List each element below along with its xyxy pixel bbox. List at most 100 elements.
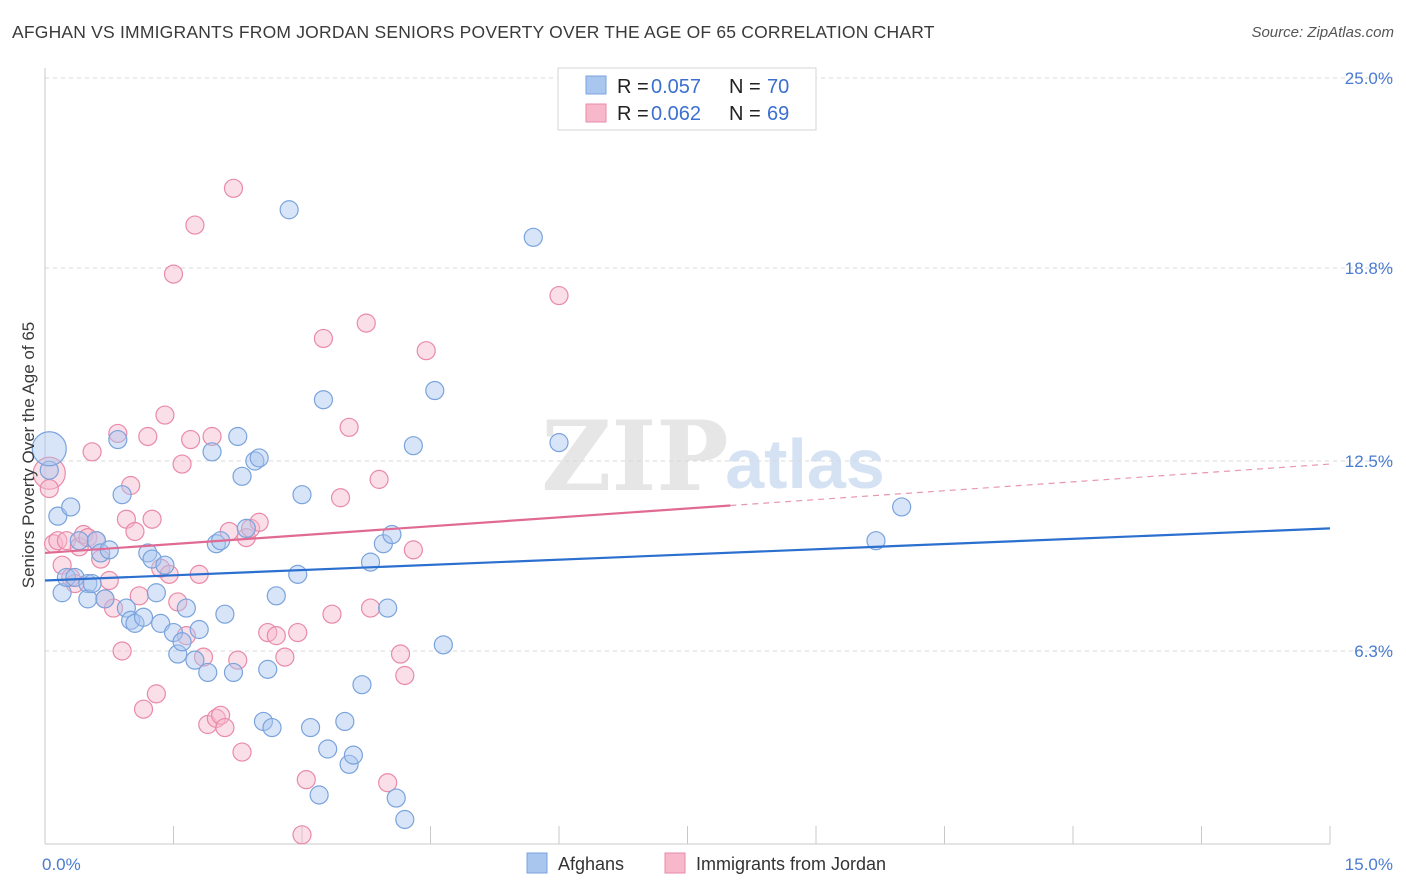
- point-jordan-46: [232, 742, 252, 762]
- point-jordan-56: [313, 328, 334, 349]
- legend-r-label-2: R =: [617, 103, 649, 125]
- point-afghans-46: [266, 586, 286, 606]
- point-afghans-27: [168, 644, 188, 664]
- point-jordan-55: [296, 770, 316, 790]
- point-afghans-3: [52, 583, 72, 603]
- point-jordan-60: [356, 313, 376, 333]
- point-jordan-21: [125, 521, 145, 542]
- point-jordan-63: [378, 773, 398, 793]
- point-jordan-34: [181, 429, 201, 450]
- point-afghans-65: [425, 380, 445, 401]
- point-jordan-26: [146, 684, 166, 704]
- point-jordan-67: [416, 341, 436, 361]
- point-afghans-31: [189, 619, 209, 640]
- point-afghans-39: [232, 466, 252, 486]
- point-afghans-53: [318, 739, 338, 759]
- gridlines: [45, 77, 1395, 652]
- point-afghans-50: [300, 717, 321, 738]
- point-afghans-68: [549, 433, 569, 453]
- point-jordan-35: [185, 215, 205, 235]
- point-afghans-66: [433, 635, 453, 655]
- point-jordan-17: [108, 423, 128, 444]
- point-jordan-59: [339, 417, 359, 437]
- chart-source: Source: ZipAtlas.com: [1251, 24, 1394, 41]
- point-afghans-44: [258, 659, 278, 679]
- point-afghans-69: [866, 531, 886, 551]
- y-tick-label-3: 6.3%: [1354, 642, 1393, 661]
- point-afghans-37: [223, 662, 244, 683]
- point-afghans-60: [378, 598, 398, 618]
- point-jordan-25: [142, 509, 162, 529]
- point-afghans-45: [262, 717, 282, 738]
- point-jordan-52: [275, 647, 295, 667]
- point-jordan-61: [360, 598, 381, 618]
- point-jordan-68: [549, 285, 569, 306]
- point-afghans-38: [228, 426, 248, 447]
- point-afghans-47: [279, 200, 299, 220]
- point-afghans-7: [69, 531, 89, 551]
- point-jordan-23: [133, 699, 154, 719]
- trend-line-jordan-extension: [730, 463, 1331, 507]
- point-jordan-64: [390, 644, 411, 664]
- legend-n-value-1: 70: [767, 76, 789, 98]
- bottom-legend: Afghans Immigrants from Jordan: [526, 852, 886, 874]
- point-afghans-33: [202, 442, 222, 462]
- point-afghans-49: [292, 485, 312, 505]
- chart-title: AFGHAN VS IMMIGRANTS FROM JORDAN SENIORS…: [12, 22, 935, 42]
- point-jordan-62: [369, 469, 389, 489]
- point-afghans-30: [185, 650, 205, 670]
- point-afghans-63: [395, 809, 415, 830]
- y-tick-label-1: 18.8%: [1345, 259, 1393, 278]
- point-afghans-36: [215, 604, 235, 624]
- point-jordan-65: [395, 665, 415, 686]
- point-jordan-57: [322, 604, 342, 624]
- point-jordan-11: [82, 442, 102, 462]
- point-afghans-67: [523, 227, 543, 247]
- y-tick-label-2: 12.5%: [1345, 452, 1393, 471]
- point-afghans-5: [61, 497, 81, 517]
- point-afghans-48: [288, 564, 308, 584]
- point-jordan-44: [223, 178, 244, 198]
- point-jordan-54: [292, 825, 312, 845]
- x-tick-label-0: 0.0%: [42, 855, 81, 874]
- legend-swatch-afghans: [585, 75, 607, 95]
- point-afghans-57: [352, 675, 372, 695]
- point-afghans-32: [198, 662, 218, 683]
- point-afghans-52: [313, 390, 334, 410]
- point-afghans-62: [386, 788, 406, 808]
- series-jordan-points: [32, 178, 569, 845]
- point-jordan-18: [112, 641, 132, 661]
- point-jordan-53: [288, 622, 308, 643]
- bottom-legend-swatch-jordan: [664, 852, 686, 874]
- trend-lines: [44, 463, 1331, 582]
- point-afghans-51: [309, 785, 329, 805]
- point-jordan-58: [330, 488, 351, 508]
- point-afghans-16: [112, 485, 132, 505]
- legend-r-label-1: R =: [617, 76, 649, 98]
- point-afghans-29: [176, 598, 196, 618]
- point-afghans-42: [249, 448, 269, 468]
- point-afghans-25: [155, 555, 175, 575]
- point-afghans-15: [108, 429, 128, 450]
- tick-labels: 25.0% 18.8% 12.5% 6.3% 0.0% 15.0%: [42, 69, 1393, 874]
- legend-r-value-1: 0.057: [651, 76, 701, 98]
- point-afghans-40: [236, 518, 256, 539]
- point-afghans-1: [31, 431, 67, 467]
- bottom-legend-label-afghans: Afghans: [558, 854, 624, 874]
- legend-n-label-2: N =: [729, 103, 761, 125]
- legend-swatch-jordan: [585, 103, 607, 123]
- point-jordan-28: [155, 405, 175, 425]
- legend-box: R = 0.057 N = 70 R = 0.062 N = 69: [557, 67, 817, 131]
- point-jordan-15: [99, 570, 119, 591]
- bottom-legend-label-jordan: Immigrants from Jordan: [696, 854, 886, 874]
- series-afghans-points: [31, 200, 912, 830]
- point-jordan-32: [172, 454, 192, 474]
- point-jordan-45: [228, 650, 248, 670]
- legend-r-value-2: 0.062: [651, 103, 701, 125]
- legend-n-label-1: N =: [729, 76, 761, 98]
- point-jordan-1: [39, 478, 59, 499]
- point-jordan-24: [138, 426, 158, 447]
- y-axis-label: Seniors Poverty Over the Age of 65: [19, 322, 38, 588]
- legend-n-value-2: 69: [767, 103, 789, 125]
- point-afghans-56: [343, 745, 363, 765]
